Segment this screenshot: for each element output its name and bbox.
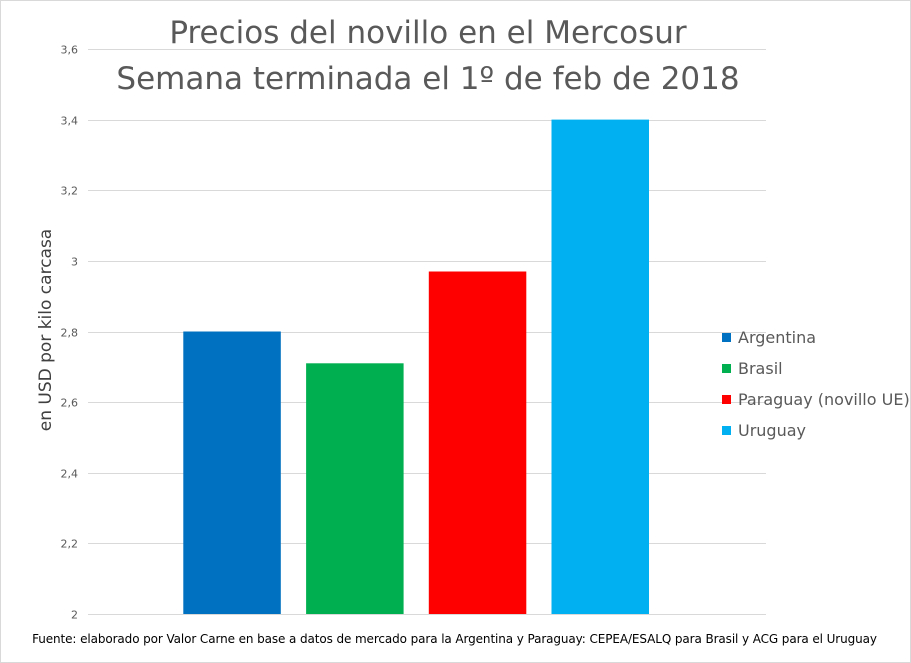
legend-item-argentina: Argentina <box>722 322 910 353</box>
legend-swatch-uruguay <box>722 426 731 435</box>
chart-title-line-1: Precios del novillo en el Mercosur <box>169 15 687 51</box>
bars <box>183 119 649 614</box>
y-axis-label: en USD por kilo carcasa <box>36 228 56 432</box>
bar-paraguay <box>428 271 527 614</box>
y-tick-label: 2,2 <box>61 538 79 551</box>
y-tick-label: 2 <box>71 609 78 622</box>
legend-swatch-paraguay <box>722 395 731 404</box>
bar-uruguay <box>551 119 649 614</box>
legend-item-uruguay: Uruguay <box>722 415 910 446</box>
legend-item-brasil: Brasil <box>722 353 910 384</box>
chart-title-line-2: Semana terminada el 1º de feb de 2018 <box>116 61 740 97</box>
y-tick-label: 3,2 <box>61 185 79 198</box>
legend-label-uruguay: Uruguay <box>738 421 806 440</box>
source-note: Fuente: elaborado por Valor Carne en bas… <box>32 632 877 646</box>
y-tick-label: 3,4 <box>61 115 79 128</box>
y-tick-label: 2,8 <box>61 327 79 340</box>
y-tick-label: 2,6 <box>61 397 79 410</box>
legend-item-paraguay: Paraguay (novillo UE) <box>722 384 910 415</box>
y-tick-label: 2,4 <box>61 468 79 481</box>
legend-swatch-brasil <box>722 364 731 373</box>
legend-label-paraguay: Paraguay (novillo UE) <box>738 390 910 409</box>
legend-swatch-argentina <box>722 333 731 342</box>
legend-label-brasil: Brasil <box>738 359 783 378</box>
bar-brasil <box>306 363 404 614</box>
y-axis-ticks: 2 2,2 2,4 2,6 2,8 3 3,2 3,4 3,6 <box>61 44 79 622</box>
legend: Argentina Brasil Paraguay (novillo UE) U… <box>722 322 910 446</box>
y-tick-label: 3 <box>71 256 78 269</box>
y-tick-label: 3,6 <box>61 44 79 57</box>
legend-label-argentina: Argentina <box>738 328 817 347</box>
bar-argentina <box>183 331 281 614</box>
